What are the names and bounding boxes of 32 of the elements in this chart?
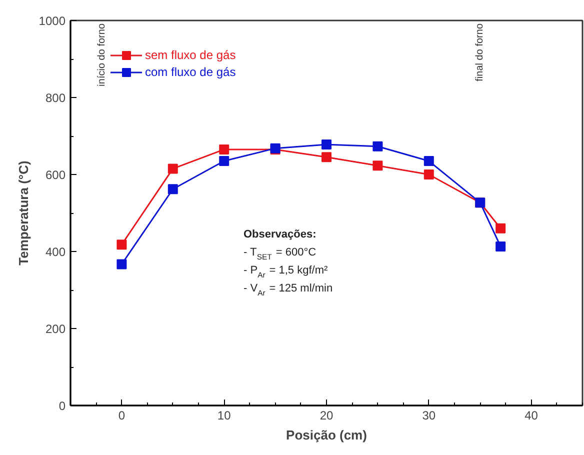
point	[372, 141, 383, 152]
x-axis-title: Posição (cm)	[286, 428, 367, 442]
x-tick-label: 0	[118, 408, 126, 422]
y-tick-label: 800	[45, 91, 66, 105]
legend-label: sem fluxo de gás	[145, 48, 236, 62]
point	[322, 139, 332, 150]
x-tick-label: 40	[524, 408, 538, 422]
point	[424, 170, 434, 180]
point	[372, 160, 383, 171]
point	[424, 156, 434, 166]
y-tick-label: 200	[45, 322, 66, 336]
point	[219, 144, 230, 154]
point	[496, 223, 506, 234]
y-axis-title: Temperatura (°C)	[16, 160, 31, 266]
point	[322, 152, 332, 162]
legend-label: com fluxo de gás	[145, 65, 236, 79]
annotation: início do forno	[96, 23, 108, 86]
point	[168, 164, 178, 174]
x-tick-label: 10	[217, 408, 232, 422]
point	[219, 156, 230, 166]
y-tick-label: 400	[45, 245, 66, 259]
point	[116, 259, 127, 270]
x-tick-label: 30	[422, 408, 436, 422]
annotation: final do forno	[474, 23, 486, 82]
y-tick-label: 600	[45, 168, 66, 182]
point	[496, 241, 506, 252]
point	[168, 184, 178, 194]
annotation: Observações:	[244, 228, 316, 240]
x-tick-label: 20	[320, 408, 334, 422]
y-tick-label: 0	[58, 399, 66, 413]
y-tick-label: 1000	[38, 14, 66, 28]
point	[116, 240, 127, 250]
